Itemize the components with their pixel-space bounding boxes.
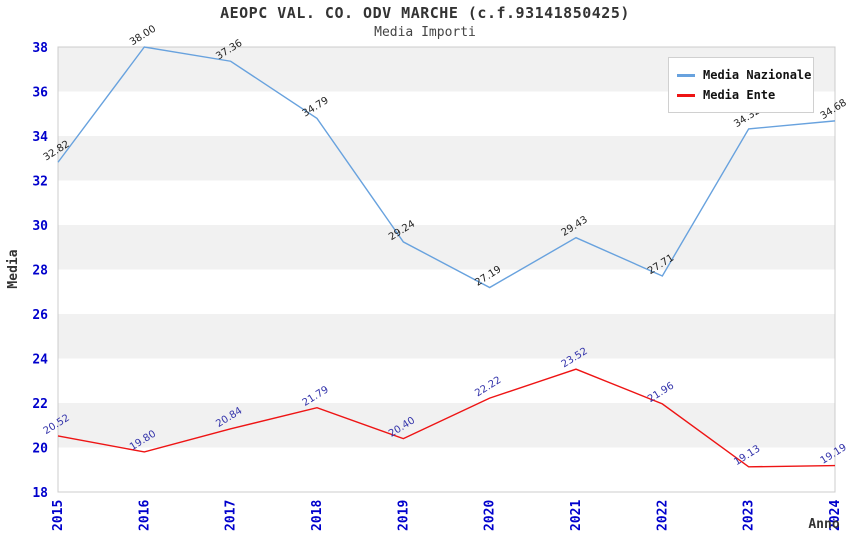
y-tick-label: 34 [32,130,48,145]
grid-band [58,314,835,359]
chart-title: AEOPC VAL. CO. ODV MARCHE (c.f.931418504… [220,4,630,22]
y-tick-label: 22 [32,397,48,412]
y-tick-label: 32 [32,175,48,190]
legend-label: Media Ente [703,88,776,102]
x-tick-label: 2019 [396,500,411,531]
x-tick-label: 2023 [742,500,757,531]
chart-subtitle: Media Importi [374,25,476,40]
grid-band [58,269,835,314]
grid-band [58,180,835,225]
y-tick-label: 38 [32,41,48,56]
x-tick-label: 2022 [655,500,670,531]
y-axis-title: Media [6,249,21,288]
legend: Media Nazionale Media Ente [668,57,814,113]
legend-swatch-icon [677,73,695,77]
y-tick-label: 36 [32,86,48,101]
grid-band [58,447,835,492]
y-tick-label: 30 [32,219,48,234]
plot-border [57,46,836,493]
x-tick-label: 2020 [483,500,498,531]
series-line [57,368,836,468]
y-tick-label: 26 [32,308,48,323]
x-axis-title: Anno [808,517,839,532]
x-tick-label: 2024 [828,500,843,531]
y-tick-label: 18 [32,486,48,501]
x-tick-label: 2021 [569,500,584,531]
legend-item: Media Nazionale [677,65,811,85]
grid-band [58,403,835,448]
grid-band [58,136,835,181]
x-tick-label: 2016 [137,500,152,531]
series-line [57,46,836,289]
legend-label: Media Nazionale [703,68,812,82]
x-tick-label: 2017 [224,500,239,531]
y-tick-label: 20 [32,442,48,457]
x-tick-label: 2015 [51,500,66,531]
y-tick-label: 24 [32,353,48,368]
legend-swatch-icon [677,93,695,97]
y-tick-label: 28 [32,264,48,279]
legend-item: Media Ente [677,85,805,105]
data-label: 38.00 [128,24,158,49]
grid-band [58,358,835,403]
grid-band [58,225,835,270]
x-tick-label: 2018 [310,500,325,531]
